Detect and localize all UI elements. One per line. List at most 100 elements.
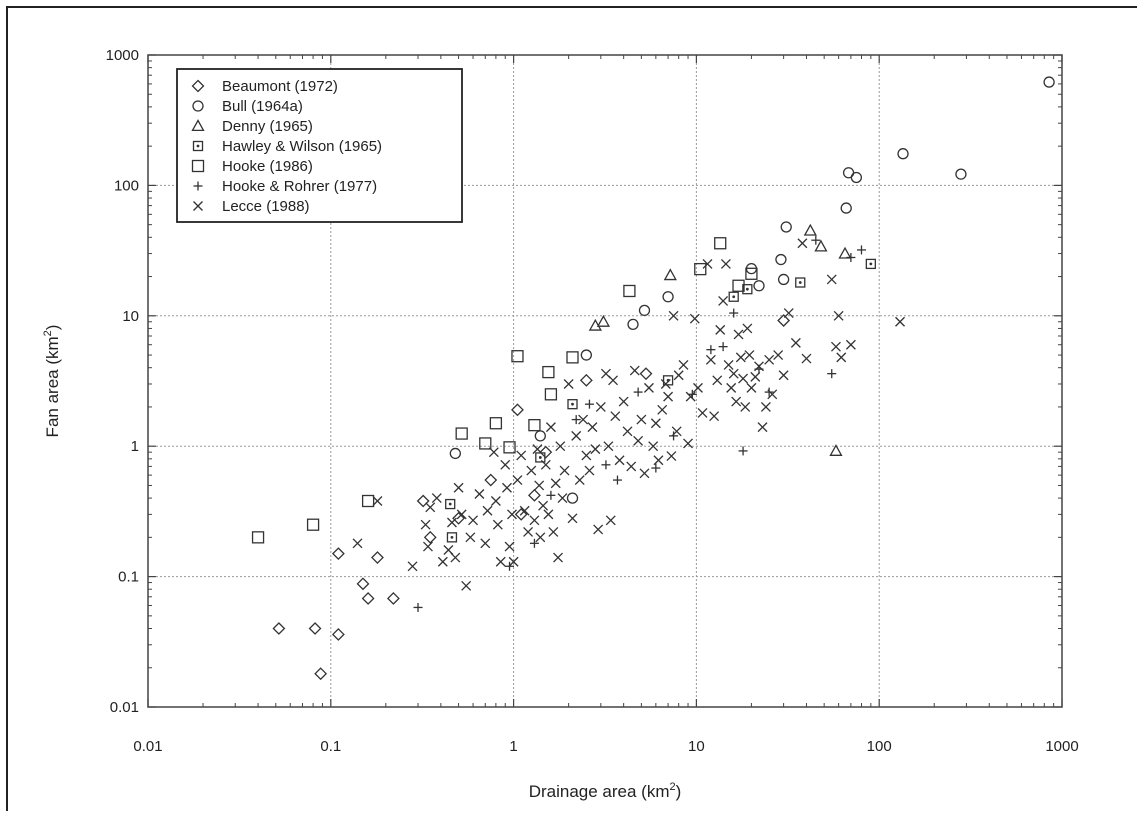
data-point-plus — [739, 446, 748, 455]
data-point-cross — [747, 383, 756, 392]
data-point-cross — [462, 581, 471, 590]
data-point-cross — [530, 516, 539, 525]
data-point-circle — [535, 431, 545, 441]
series-boxdot — [446, 259, 876, 541]
data-point-cross — [502, 483, 511, 492]
data-point-plus — [414, 603, 423, 612]
data-point-circle — [779, 274, 789, 284]
data-point-triangle — [815, 241, 826, 251]
data-point-cross — [827, 275, 836, 284]
data-point-cross — [664, 392, 673, 401]
y-tick-label: 1000 — [106, 47, 139, 64]
data-point-cross — [517, 451, 526, 460]
data-point-plus — [669, 431, 678, 440]
data-point-cross — [798, 239, 807, 248]
x-axis-title: Drainage area (km2) — [529, 781, 682, 801]
data-point-boxdot — [536, 453, 545, 462]
data-point-cross — [594, 525, 603, 534]
data-point-boxdot — [446, 500, 455, 509]
data-point-cross — [572, 431, 581, 440]
data-point-cross — [513, 476, 522, 485]
series-triangle — [590, 225, 851, 455]
data-point-diamond — [529, 490, 540, 501]
data-point-cross — [679, 360, 688, 369]
data-point-cross — [501, 460, 510, 469]
data-point-diamond — [425, 532, 436, 543]
data-point-cross — [575, 476, 584, 485]
data-point-cross — [710, 412, 719, 421]
data-point-diamond — [640, 368, 651, 379]
data-point-cross — [627, 462, 636, 471]
data-point-cross — [558, 494, 567, 503]
data-point-boxdot — [796, 278, 805, 287]
data-point-cross — [713, 376, 722, 385]
data-point-cross — [423, 542, 432, 551]
data-point-diamond — [273, 623, 284, 634]
data-point-cross — [693, 383, 702, 392]
data-point-cross — [554, 553, 563, 562]
data-point-cross — [739, 374, 748, 383]
data-point-cross — [706, 355, 715, 364]
data-point-diamond — [315, 668, 326, 679]
data-point-cross — [779, 371, 788, 380]
data-point-cross — [536, 533, 545, 542]
data-point-diamond — [485, 475, 496, 486]
data-point-cross — [745, 351, 754, 360]
data-point-cross — [454, 483, 463, 492]
data-point-cross — [609, 376, 618, 385]
data-point-square — [363, 495, 374, 506]
data-point-cross — [560, 466, 569, 475]
data-point-square — [545, 389, 556, 400]
legend-label: Hawley & Wilson (1965) — [222, 138, 382, 155]
data-point-square — [543, 367, 554, 378]
data-point-square — [253, 532, 264, 543]
y-axis-title: Fan area (km2) — [42, 325, 62, 438]
data-point-cross — [741, 402, 750, 411]
data-point-cross — [505, 542, 514, 551]
data-point-cross — [549, 527, 558, 536]
legend-label: Hooke (1986) — [222, 158, 313, 175]
data-point-cross — [630, 366, 639, 375]
data-point-circle — [776, 255, 786, 265]
data-point-cross — [736, 353, 745, 362]
data-point-cross — [432, 494, 441, 503]
data-point-plus — [719, 342, 728, 351]
data-point-square — [715, 238, 726, 249]
data-point-cross — [475, 489, 484, 498]
data-point-square — [490, 418, 501, 429]
data-point-cross — [438, 557, 447, 566]
data-point-diamond — [512, 404, 523, 415]
data-point-plus — [827, 369, 836, 378]
data-point-cross — [837, 353, 846, 362]
data-point-cross — [640, 469, 649, 478]
data-point-triangle — [805, 225, 816, 235]
data-point-cross — [637, 415, 646, 424]
data-point-cross — [651, 419, 660, 428]
data-point-cross — [719, 296, 728, 305]
y-tick-label: 0.1 — [118, 569, 139, 586]
data-point-cross — [619, 397, 628, 406]
data-point-cross — [743, 324, 752, 333]
x-tick-labels: 0.01 0.1 1 10 100 1000 — [133, 738, 1078, 755]
data-point-diamond — [581, 375, 592, 386]
legend-label: Bull (1964a) — [222, 98, 303, 115]
data-point-circle — [1044, 77, 1054, 87]
data-point-triangle — [840, 248, 851, 258]
series-diamond — [273, 315, 789, 679]
y-tick-label: 0.01 — [110, 699, 139, 716]
data-point-cross — [591, 445, 600, 454]
data-point-square — [456, 428, 467, 439]
data-point-cross — [846, 340, 855, 349]
data-point-cross — [831, 342, 840, 351]
data-point-cross — [489, 448, 498, 457]
data-point-cross — [483, 506, 492, 515]
data-point-cross — [634, 436, 643, 445]
data-point-cross — [729, 369, 738, 378]
data-point-cross — [481, 539, 490, 548]
data-point-circle — [450, 448, 460, 458]
data-point-square — [624, 285, 635, 296]
data-point-cross — [896, 317, 905, 326]
data-point-cross — [596, 402, 605, 411]
data-point-cross — [588, 423, 597, 432]
